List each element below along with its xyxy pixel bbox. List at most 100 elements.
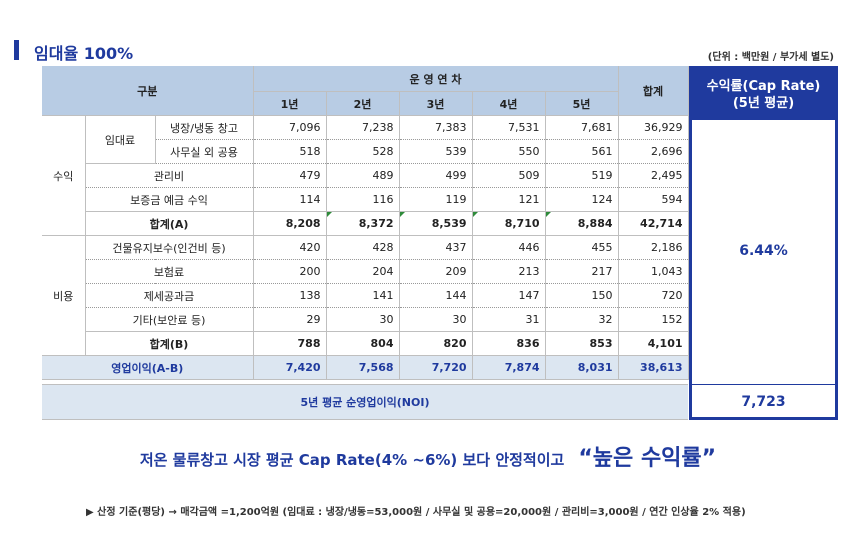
header-year: 1년	[253, 91, 327, 116]
cell-value: 8,208	[253, 211, 327, 236]
row-label: 보험료	[85, 259, 254, 284]
noi-value: 7,723	[741, 394, 786, 410]
footnote: ▶ 산정 기준(평당) → 매각금액 =1,200억원 (임대료 : 냉장/냉동…	[86, 507, 746, 518]
cell-value: 144	[399, 283, 473, 308]
cell-value: 200	[253, 259, 327, 284]
header-years-group: 운 영 연 차	[253, 66, 619, 92]
headline-text: 저온 물류창고 시장 평균 Cap Rate(4% ~6%) 보다 안정적이고	[139, 451, 565, 469]
cap-rate-box: 수익률(Cap Rate) (5년 평균) 6.44% 7,723	[689, 66, 838, 420]
cell-value: 119	[399, 187, 473, 212]
cell-total: 152	[618, 307, 689, 332]
cell-value: 479	[253, 163, 327, 188]
cell-value: 30	[326, 307, 400, 332]
cell-value: 853	[545, 331, 619, 356]
row-label: 관리비	[85, 163, 254, 188]
cell-value: 31	[472, 307, 546, 332]
cell-value: 428	[326, 235, 400, 260]
operating-income-row: 영업이익(A-B) 7,420 7,568 7,720 7,874 8,031 …	[42, 355, 689, 380]
cell-value: 116	[326, 187, 400, 212]
row-label: 제세공과금	[85, 283, 254, 308]
table-row: 보험료 200 204 209 213 217 1,043	[42, 259, 689, 284]
unit-note: (단위 : 백만원 / 부가세 별도)	[707, 52, 834, 63]
cell-value: 561	[545, 139, 619, 164]
table-row: 기타(보안료 등) 29 30 30 31 32 152	[42, 307, 689, 332]
cell-value: 836	[472, 331, 546, 356]
row-label: 사무실 외 공용	[155, 139, 254, 164]
cell-total: 1,043	[618, 259, 689, 284]
cell-value: 804	[326, 331, 400, 356]
table-row: 수익 임대료 냉장/냉동 창고 7,096 7,238 7,383 7,531 …	[42, 115, 689, 236]
financial-table: 구분 운 영 연 차 합계 1년 2년 3년 4년 5년 수익 임대료 냉장/냉…	[42, 66, 689, 380]
cell-value: 121	[472, 187, 546, 212]
cell-total: 2,696	[618, 139, 689, 164]
cost-category: 비용	[42, 235, 86, 356]
cell-total: 2,495	[618, 163, 689, 188]
cell-value: 7,568	[326, 355, 400, 380]
revenue-category: 수익	[42, 115, 86, 236]
table-row: 사무실 외 공용 518 528 539 550 561 2,696	[42, 139, 689, 164]
cell-value: 30	[399, 307, 473, 332]
cell-value: 147	[472, 283, 546, 308]
header-total: 합계	[618, 66, 689, 116]
noi-label: 5년 평균 순영업이익(NOI)	[42, 384, 688, 420]
cell-value: 446	[472, 235, 546, 260]
header-year: 5년	[545, 91, 619, 116]
cell-total: 4,101	[618, 331, 689, 356]
cell-value: 150	[545, 283, 619, 308]
cell-value: 8,710	[472, 211, 546, 236]
cell-value: 114	[253, 187, 327, 212]
cell-value: 7,420	[253, 355, 327, 380]
cell-value: 213	[472, 259, 546, 284]
cell-value: 217	[545, 259, 619, 284]
cell-total: 38,613	[618, 355, 689, 380]
cell-value: 489	[326, 163, 400, 188]
cell-total: 2,186	[618, 235, 689, 260]
cell-value: 455	[545, 235, 619, 260]
cell-value: 509	[472, 163, 546, 188]
header-year: 3년	[399, 91, 473, 116]
cell-value: 7,681	[545, 115, 619, 140]
header-year: 4년	[472, 91, 546, 116]
row-label: 기타(보안료 등)	[85, 307, 254, 332]
cell-value: 7,096	[253, 115, 327, 140]
cell-value: 820	[399, 331, 473, 356]
subtotal-row: 합계(A) 8,208 8,372 8,539 8,710 8,884 42,7…	[42, 211, 689, 236]
cell-value: 420	[253, 235, 327, 260]
cell-value: 138	[253, 283, 327, 308]
cell-value: 141	[326, 283, 400, 308]
page-title: 임대율 100%	[34, 44, 134, 63]
table-row: 보증금 예금 수익 114 116 119 121 124 594	[42, 187, 689, 212]
rent-subcategory: 임대료	[85, 115, 156, 164]
cell-value: 788	[253, 331, 327, 356]
cell-value: 8,539	[399, 211, 473, 236]
cell-value: 499	[399, 163, 473, 188]
row-label: 보증금 예금 수익	[85, 187, 254, 212]
cell-total: 594	[618, 187, 689, 212]
headline-emphasis: “높은 수익률”	[578, 446, 717, 471]
table-row: 관리비 479 489 499 509 519 2,495	[42, 163, 689, 188]
cell-value: 437	[399, 235, 473, 260]
cell-value: 29	[253, 307, 327, 332]
cell-value: 124	[545, 187, 619, 212]
cell-total: 720	[618, 283, 689, 308]
cell-total: 42,714	[618, 211, 689, 236]
cell-value: 550	[472, 139, 546, 164]
table-row: 비용 건물유지보수(인건비 등) 420 428 437 446 455 2,1…	[42, 235, 689, 356]
row-label: 건물유지보수(인건비 등)	[85, 235, 254, 260]
cell-value: 519	[545, 163, 619, 188]
cell-value: 518	[253, 139, 327, 164]
cell-value: 7,238	[326, 115, 400, 140]
cell-value: 539	[399, 139, 473, 164]
cell-value: 204	[326, 259, 400, 284]
row-label: 합계(A)	[85, 211, 254, 236]
cell-value: 8,372	[326, 211, 400, 236]
header-year: 2년	[326, 91, 400, 116]
header-group: 구분	[42, 66, 254, 116]
headline: 저온 물류창고 시장 평균 Cap Rate(4% ~6%) 보다 안정적이고 “…	[0, 440, 856, 472]
cell-value: 8,031	[545, 355, 619, 380]
cap-rate-title: 수익률(Cap Rate)	[706, 78, 821, 94]
cell-total: 36,929	[618, 115, 689, 140]
cell-value: 7,531	[472, 115, 546, 140]
cell-value: 32	[545, 307, 619, 332]
cell-value: 7,720	[399, 355, 473, 380]
